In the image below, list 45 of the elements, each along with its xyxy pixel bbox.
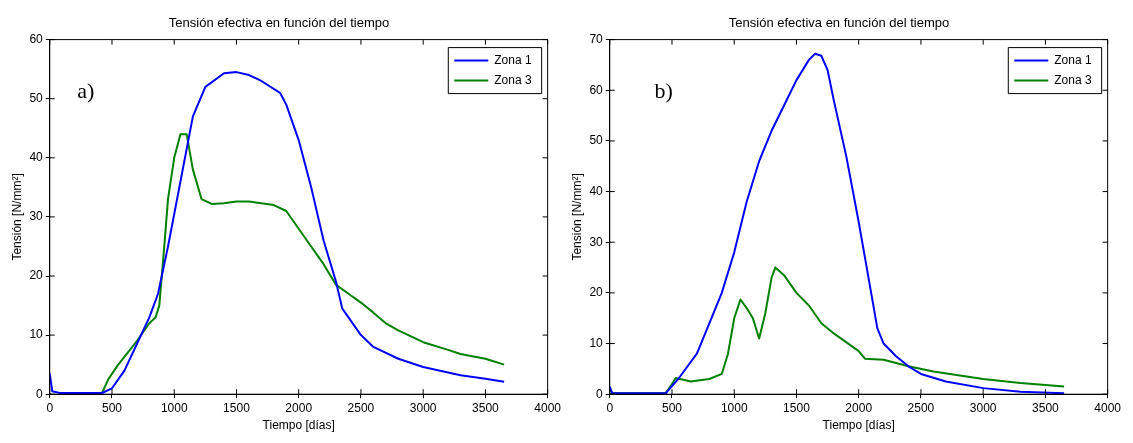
x-tick-label: 500 xyxy=(661,400,683,415)
y-tick-label: 50 xyxy=(589,133,604,148)
x-axis-title: Tiempo [días] xyxy=(822,418,895,433)
x-tick-label: 2500 xyxy=(347,400,375,415)
y-tick-label: 20 xyxy=(29,268,44,283)
legend-label: Zona 1 xyxy=(1054,52,1092,67)
y-axis-title: Tensión [N/mm²] xyxy=(569,173,584,261)
x-tick-label: 1500 xyxy=(223,400,251,415)
y-tick-label: 0 xyxy=(596,386,604,401)
x-tick-label: 2000 xyxy=(845,400,873,415)
y-tick-label: 70 xyxy=(589,31,604,46)
x-tick-label: 0 xyxy=(606,400,614,415)
x-tick-label: 4000 xyxy=(534,400,562,415)
y-tick-label: 30 xyxy=(29,209,44,224)
y-tick-label: 40 xyxy=(589,183,604,198)
x-tick-label: 4000 xyxy=(1094,400,1122,415)
annotation: b) xyxy=(654,78,673,104)
y-tick-label: 60 xyxy=(29,31,44,46)
y-tick-label: 20 xyxy=(589,285,604,300)
annotation: a) xyxy=(77,78,95,104)
y-tick-label: 50 xyxy=(29,91,44,106)
chart-title: Tensión efectiva en función del tiempo xyxy=(168,15,390,31)
x-tick-label: 3000 xyxy=(969,400,997,415)
chart-title: Tensión efectiva en función del tiempo xyxy=(728,15,950,31)
x-tick-label: 500 xyxy=(101,400,123,415)
x-tick-label: 3000 xyxy=(409,400,437,415)
x-tick-label: 3500 xyxy=(472,400,500,415)
x-tick-label: 1000 xyxy=(160,400,188,415)
y-axis-title: Tensión [N/mm²] xyxy=(9,173,24,261)
y-tick-label: 10 xyxy=(589,335,604,350)
y-tick-label: 40 xyxy=(29,150,44,165)
x-tick-label: 1000 xyxy=(720,400,748,415)
legend-label: Zona 3 xyxy=(494,72,532,87)
x-tick-label: 2500 xyxy=(907,400,935,415)
y-tick-label: 30 xyxy=(589,234,604,249)
x-tick-label: 0 xyxy=(46,400,54,415)
y-tick-label: 0 xyxy=(36,386,44,401)
legend-label: Zona 1 xyxy=(494,52,532,67)
x-tick-label: 1500 xyxy=(783,400,811,415)
legend-label: Zona 3 xyxy=(1054,72,1092,87)
x-axis-title: Tiempo [días] xyxy=(262,418,335,433)
x-tick-label: 3500 xyxy=(1032,400,1060,415)
x-tick-label: 2000 xyxy=(285,400,313,415)
y-tick-label: 60 xyxy=(589,82,604,97)
y-tick-label: 10 xyxy=(29,327,44,342)
